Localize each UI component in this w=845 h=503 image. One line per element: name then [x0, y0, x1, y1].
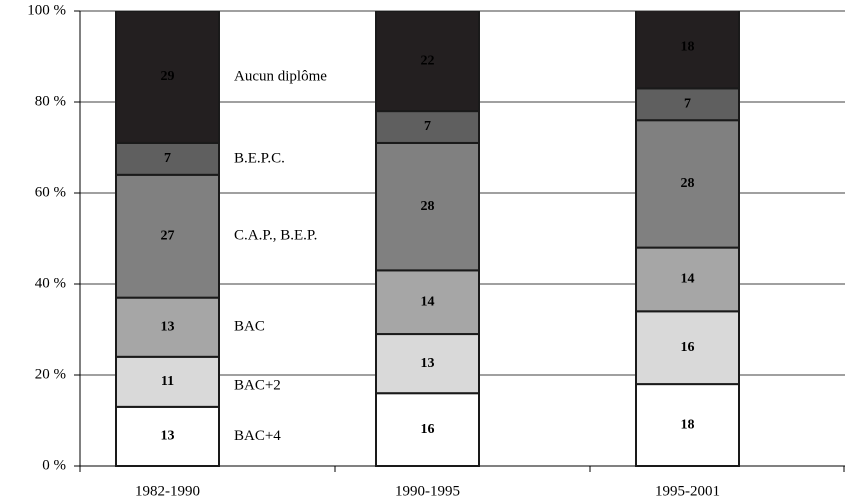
value-label: 7: [164, 151, 171, 166]
value-label: 13: [161, 429, 175, 444]
legend-label: C.A.P., B.E.P.: [234, 228, 317, 244]
y-tick-label: 20 %: [35, 366, 66, 382]
value-label: 7: [424, 119, 431, 134]
value-label: 13: [161, 319, 175, 334]
bar-segment: [115, 296, 220, 358]
value-label: 16: [421, 422, 435, 437]
bar-segment: [375, 392, 480, 468]
value-label: 18: [681, 40, 695, 55]
bars: [115, 11, 740, 468]
legend-label: BAC+4: [234, 428, 281, 444]
legend-label: Aucun diplôme: [234, 68, 327, 84]
value-label: 18: [681, 417, 695, 432]
bar-segment: [635, 246, 740, 313]
y-tick-label: 0 %: [42, 457, 66, 473]
x-tick-label: 1995-2001: [655, 483, 720, 499]
bar-segment: [375, 333, 480, 395]
value-label: 27: [161, 228, 175, 243]
bar-segment: [115, 173, 220, 299]
bar-segment: [635, 119, 740, 249]
bar-segment: [115, 355, 220, 408]
bar-segment: [375, 11, 480, 113]
value-label: 14: [681, 272, 695, 287]
value-label: 22: [421, 53, 435, 68]
legend-label: BAC+2: [234, 377, 281, 393]
value-label: 16: [681, 340, 695, 355]
y-tick-label: 80 %: [35, 93, 66, 109]
value-label: 29: [161, 69, 175, 84]
value-label: 13: [421, 356, 435, 371]
bar-segment: [635, 87, 740, 122]
value-label: 28: [421, 199, 435, 214]
bar-segment: [635, 383, 740, 468]
y-tick-label: 100 %: [27, 2, 66, 18]
y-tick-label: 60 %: [35, 184, 66, 200]
bar-segment: [375, 269, 480, 336]
bar-segment: [115, 405, 220, 468]
x-tick-label: 1990-1995: [395, 483, 460, 499]
y-tick-label: 40 %: [35, 275, 66, 291]
value-label: 28: [681, 176, 695, 191]
legend-label: B.E.P.C.: [234, 150, 285, 166]
x-tick-label: 1982-1990: [135, 483, 200, 499]
value-label: 14: [421, 294, 435, 309]
value-label: 7: [684, 96, 691, 111]
bar-segment: [115, 141, 220, 176]
value-label: 11: [161, 374, 174, 389]
bar-segment: [115, 11, 220, 144]
bar-segment: [635, 310, 740, 386]
legend-label: BAC: [234, 319, 265, 335]
bar-segment: [375, 141, 480, 272]
bar-segment: [635, 11, 740, 90]
